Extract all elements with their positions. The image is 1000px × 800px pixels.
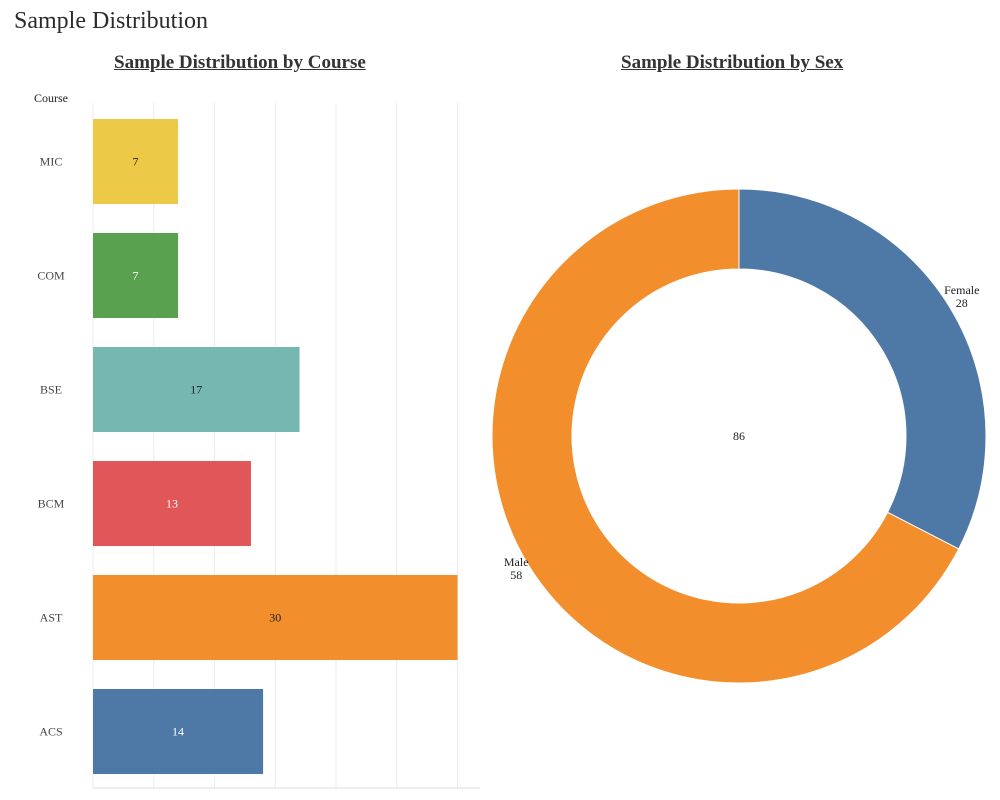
data-label-bcm: 13 bbox=[166, 497, 178, 511]
tick-label-ast: AST bbox=[40, 611, 63, 625]
data-label-ast: 30 bbox=[269, 611, 281, 625]
dashboard-title: Sample Distribution bbox=[14, 8, 208, 34]
slice-value-male: 58 bbox=[510, 568, 522, 582]
slice-male bbox=[491, 188, 960, 684]
tick-label-com: COM bbox=[37, 269, 65, 283]
slice-female bbox=[738, 188, 987, 550]
donut-chart-title: Sample Distribution by Sex bbox=[621, 52, 844, 73]
bar-mic bbox=[93, 119, 179, 204]
tick-label-mic: MIC bbox=[40, 155, 63, 169]
slice-value-female: 28 bbox=[956, 296, 968, 310]
course-bar-chart: MIC 7 COM 7 BSE 17 BCM 13 AST 30 ACS 14 bbox=[37, 103, 480, 789]
bar-acs bbox=[93, 689, 264, 774]
bar-com bbox=[93, 233, 179, 318]
course-axis-header: Course bbox=[34, 91, 68, 105]
data-label-acs: 14 bbox=[172, 725, 184, 739]
tick-label-bse: BSE bbox=[40, 383, 62, 397]
slice-label-female: Female bbox=[944, 283, 979, 297]
bar-ast bbox=[93, 575, 458, 660]
bar-chart-title: Sample Distribution by Course bbox=[114, 52, 366, 73]
bar-bse bbox=[93, 347, 300, 432]
slice-label-male: Male bbox=[504, 555, 529, 569]
data-label-bse: 17 bbox=[190, 383, 202, 397]
donut-center-total: 86 bbox=[733, 429, 745, 443]
data-label-mic: 7 bbox=[133, 155, 139, 169]
tick-label-acs: ACS bbox=[39, 725, 62, 739]
data-label-com: 7 bbox=[133, 269, 139, 283]
bar-bcm bbox=[93, 461, 251, 546]
tick-label-bcm: BCM bbox=[38, 497, 65, 511]
